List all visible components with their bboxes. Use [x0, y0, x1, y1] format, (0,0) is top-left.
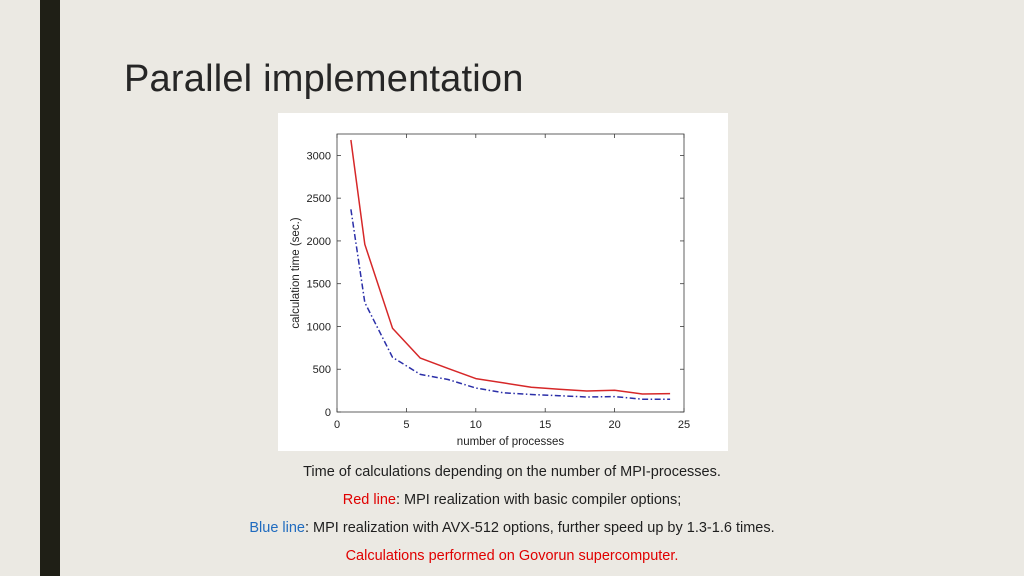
side-accent-bar	[40, 0, 60, 576]
x-tick-label: 25	[678, 419, 690, 431]
y-axis-label: calculation time (sec.)	[290, 217, 302, 328]
red-line-text: : MPI realization with basic compiler op…	[395, 492, 682, 508]
x-axis-label: number of processes	[457, 436, 565, 448]
slide-title: Parallel implementation	[124, 58, 524, 100]
y-tick-label: 500	[313, 364, 331, 376]
x-tick-label: 0	[334, 419, 340, 431]
caption-note: Calculations performed on Govorun superc…	[345, 548, 679, 564]
red-line-label: Red line	[342, 492, 396, 508]
blue-line-label: Blue line	[249, 520, 305, 536]
x-tick-label: 20	[608, 419, 620, 431]
blue-line-text: : MPI realization with AVX-512 options, …	[305, 520, 775, 536]
x-tick-label: 5	[403, 419, 409, 431]
y-tick-label: 1000	[307, 321, 331, 333]
series-line-blue	[350, 209, 671, 400]
caption-blue-line: Blue line: MPI realization with AVX-512 …	[0, 514, 1024, 542]
x-tick-label: 10	[470, 419, 482, 431]
series-line-red	[350, 139, 671, 395]
plot-area-frame	[336, 133, 685, 413]
y-tick-label: 3000	[307, 150, 331, 162]
y-tick-label: 0	[325, 407, 331, 419]
x-tick-label: 15	[539, 419, 551, 431]
chart-panel: 0 5 10 15 20 25 0 500 1000 1500 2000 2500 3000 number…	[278, 113, 728, 451]
caption-red-line: Red line: MPI realization with basic com…	[0, 486, 1024, 514]
caption-block: Time of calculations depending on the nu…	[0, 458, 1024, 570]
y-tick-label: 2500	[307, 193, 331, 205]
y-tick-label: 1500	[307, 279, 331, 291]
y-tick-label: 2000	[307, 236, 331, 248]
line-chart: 0 5 10 15 20 25 0 500 1000 1500 2000 2500 3000 number…	[290, 133, 690, 448]
caption-description: Time of calculations depending on the nu…	[303, 464, 721, 480]
